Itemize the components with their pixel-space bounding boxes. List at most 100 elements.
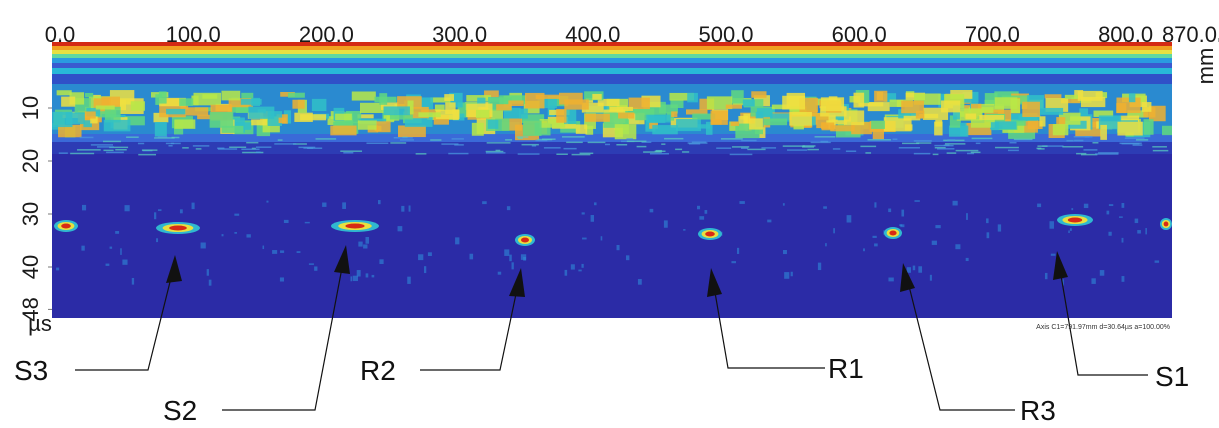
echo-patch <box>751 91 766 98</box>
noise <box>582 238 587 240</box>
stripe <box>52 54 1172 58</box>
noise <box>110 247 113 249</box>
noise <box>643 151 662 153</box>
x-tick-label: 800.0 <box>1098 22 1153 47</box>
echo-patch <box>1116 103 1126 113</box>
noise <box>705 210 708 214</box>
echo-patch <box>822 123 835 131</box>
noise <box>305 222 310 224</box>
noise <box>907 267 911 273</box>
noise <box>594 202 597 205</box>
noise <box>154 212 156 219</box>
noise <box>409 205 411 211</box>
noise <box>1119 216 1123 218</box>
echo-patch <box>965 114 976 120</box>
noise <box>142 149 157 151</box>
noise <box>1152 146 1167 148</box>
noise <box>605 144 610 146</box>
noise <box>303 147 313 149</box>
echo-patch <box>398 125 426 137</box>
x-tick-label: 400.0 <box>565 22 620 47</box>
noise <box>966 213 968 220</box>
echo-patch <box>166 109 186 114</box>
echo-patch <box>488 120 499 129</box>
noise <box>955 244 960 249</box>
noise <box>168 145 172 147</box>
noise <box>825 243 827 246</box>
annotation: S3 <box>14 355 48 386</box>
echo-patch <box>288 93 305 98</box>
noise <box>138 143 144 145</box>
echo-patch <box>330 126 356 136</box>
noise <box>487 142 511 144</box>
noise <box>192 203 195 210</box>
echo-patch <box>312 99 327 111</box>
noise <box>234 214 239 216</box>
noise <box>1122 238 1124 243</box>
noise <box>900 224 904 227</box>
noise <box>172 137 180 139</box>
echo-patch <box>991 122 999 130</box>
x-tick-label: 0.0 <box>45 22 76 47</box>
noise <box>496 150 501 152</box>
noise <box>256 146 271 148</box>
noise <box>675 149 682 151</box>
echo-patch <box>1129 93 1135 102</box>
noise <box>256 152 261 154</box>
noise <box>582 212 585 214</box>
stripe <box>52 50 1172 54</box>
indication <box>889 231 896 236</box>
echo-patch <box>85 93 93 97</box>
echo-patch <box>633 109 645 113</box>
noise <box>791 272 793 276</box>
noise <box>416 153 427 155</box>
x-tick-label: 200.0 <box>299 22 354 47</box>
noise <box>394 137 413 139</box>
noise <box>716 147 731 149</box>
noise <box>401 206 404 212</box>
noise <box>1091 278 1095 284</box>
noise <box>278 139 283 141</box>
noise <box>868 139 892 141</box>
noise <box>1135 219 1138 223</box>
noise <box>888 209 891 213</box>
echo-patch <box>1081 97 1105 107</box>
noise <box>815 136 836 138</box>
y-tick-label: 20 <box>18 149 43 173</box>
noise <box>1062 146 1083 148</box>
noise <box>601 236 603 240</box>
echo-patch <box>916 111 924 119</box>
scan-figure: S3 S2 R2 R1 R3 S1 Axis C1=791.97mm d=30.… <box>0 0 1219 428</box>
noise <box>218 148 237 150</box>
echo-patch <box>66 112 85 124</box>
echo-patch <box>871 121 885 129</box>
echo-patch <box>941 100 960 112</box>
echo-patch <box>221 91 240 101</box>
noise <box>209 280 212 286</box>
echo-patch <box>251 119 267 125</box>
noise <box>77 149 101 151</box>
annotation: R2 <box>360 355 396 386</box>
noise <box>1070 228 1072 231</box>
noise <box>486 152 506 154</box>
noise <box>470 254 474 260</box>
noise <box>872 236 876 238</box>
annotation: S2 <box>163 395 197 426</box>
noise <box>378 200 381 204</box>
noise <box>833 148 840 150</box>
y-tick-label: 48 <box>18 297 43 321</box>
echo-patch <box>726 105 742 109</box>
noise <box>937 148 954 150</box>
noise <box>97 146 114 148</box>
echo-patch <box>96 106 115 110</box>
echo-patch <box>1022 102 1040 117</box>
echo-patch <box>292 100 304 109</box>
noise <box>82 205 86 210</box>
noise <box>741 147 748 149</box>
noise <box>1074 136 1093 138</box>
noise <box>721 138 743 140</box>
noise <box>196 148 202 150</box>
noise <box>783 203 785 206</box>
noise <box>448 153 468 155</box>
noise <box>650 209 654 212</box>
